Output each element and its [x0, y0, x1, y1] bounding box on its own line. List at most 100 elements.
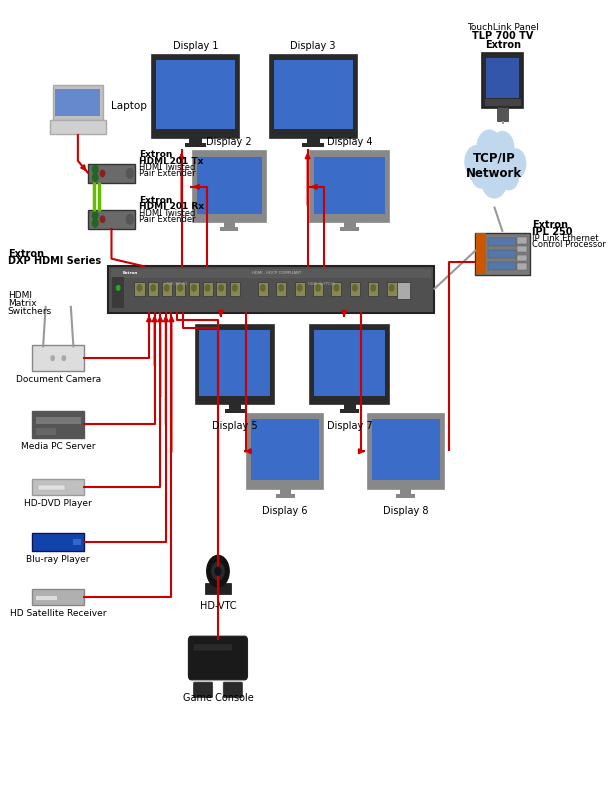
FancyBboxPatch shape [188, 636, 247, 680]
Text: Extron: Extron [532, 220, 568, 230]
Circle shape [92, 173, 98, 181]
FancyBboxPatch shape [340, 227, 359, 231]
Circle shape [233, 284, 237, 291]
FancyBboxPatch shape [196, 325, 274, 404]
Circle shape [334, 284, 338, 291]
FancyBboxPatch shape [310, 151, 389, 223]
FancyBboxPatch shape [36, 417, 81, 425]
FancyBboxPatch shape [294, 282, 305, 295]
FancyBboxPatch shape [185, 143, 206, 147]
FancyBboxPatch shape [50, 120, 106, 134]
FancyBboxPatch shape [387, 282, 397, 295]
FancyBboxPatch shape [280, 489, 291, 494]
Text: Display 3: Display 3 [291, 40, 336, 51]
Circle shape [178, 284, 182, 291]
FancyBboxPatch shape [252, 419, 319, 481]
FancyBboxPatch shape [476, 233, 530, 276]
Circle shape [207, 555, 229, 587]
Text: HDMI OUTPUTS: HDMI OUTPUTS [308, 282, 335, 286]
Circle shape [505, 149, 526, 178]
Text: HDMI 201 Tx: HDMI 201 Tx [139, 157, 203, 166]
FancyBboxPatch shape [247, 413, 323, 489]
FancyBboxPatch shape [189, 282, 199, 295]
FancyBboxPatch shape [88, 210, 135, 229]
FancyBboxPatch shape [196, 157, 262, 214]
FancyBboxPatch shape [32, 479, 84, 495]
Text: Matrix: Matrix [8, 299, 37, 308]
Circle shape [297, 284, 302, 291]
FancyBboxPatch shape [135, 282, 144, 295]
FancyBboxPatch shape [32, 589, 84, 605]
FancyBboxPatch shape [497, 107, 508, 121]
Circle shape [471, 161, 491, 188]
Circle shape [92, 166, 98, 173]
FancyBboxPatch shape [331, 282, 341, 295]
FancyBboxPatch shape [310, 325, 389, 404]
FancyBboxPatch shape [397, 282, 409, 299]
Circle shape [212, 562, 224, 580]
FancyBboxPatch shape [368, 282, 378, 295]
Circle shape [491, 131, 513, 164]
Circle shape [215, 567, 221, 575]
Circle shape [127, 215, 133, 224]
FancyBboxPatch shape [200, 330, 270, 396]
Text: Display 4: Display 4 [327, 137, 372, 147]
FancyBboxPatch shape [216, 282, 226, 295]
Circle shape [499, 162, 518, 190]
Text: Blu-ray Player: Blu-ray Player [26, 554, 90, 564]
Circle shape [261, 284, 265, 291]
FancyBboxPatch shape [400, 489, 411, 494]
FancyBboxPatch shape [488, 238, 517, 246]
FancyBboxPatch shape [111, 269, 431, 278]
Text: Extron: Extron [139, 196, 173, 205]
FancyBboxPatch shape [313, 282, 323, 295]
Circle shape [100, 216, 105, 223]
FancyBboxPatch shape [486, 59, 520, 97]
Circle shape [371, 284, 376, 291]
Text: Display 1: Display 1 [173, 40, 218, 51]
FancyBboxPatch shape [488, 262, 517, 270]
FancyBboxPatch shape [148, 282, 158, 295]
Circle shape [92, 219, 98, 227]
Text: Extron: Extron [8, 249, 44, 259]
Circle shape [100, 170, 105, 177]
Circle shape [137, 284, 142, 291]
Circle shape [477, 130, 502, 165]
Text: Display 7: Display 7 [327, 421, 373, 432]
FancyBboxPatch shape [36, 596, 56, 600]
FancyBboxPatch shape [485, 99, 521, 105]
FancyBboxPatch shape [73, 539, 81, 545]
FancyBboxPatch shape [517, 255, 527, 261]
FancyBboxPatch shape [517, 238, 527, 244]
FancyBboxPatch shape [470, 164, 518, 180]
Circle shape [353, 284, 357, 291]
Text: Game Console: Game Console [182, 693, 253, 703]
Text: HDMI: HDMI [8, 291, 32, 300]
Text: HDMI Twisted: HDMI Twisted [139, 163, 195, 172]
FancyBboxPatch shape [258, 282, 268, 295]
Circle shape [151, 284, 155, 291]
Circle shape [62, 356, 65, 360]
Circle shape [205, 284, 210, 291]
Text: TLP 700 TV: TLP 700 TV [472, 31, 533, 41]
Text: HDMI INPUTS: HDMI INPUTS [165, 282, 187, 286]
FancyBboxPatch shape [203, 282, 212, 295]
FancyBboxPatch shape [205, 583, 231, 594]
Circle shape [92, 211, 98, 219]
FancyBboxPatch shape [32, 411, 84, 438]
Text: Extron: Extron [122, 271, 138, 275]
FancyBboxPatch shape [108, 266, 435, 313]
FancyBboxPatch shape [315, 330, 385, 396]
FancyBboxPatch shape [517, 264, 527, 270]
Text: Document Camera: Document Camera [16, 375, 101, 383]
FancyBboxPatch shape [270, 55, 357, 138]
FancyBboxPatch shape [189, 138, 202, 143]
FancyBboxPatch shape [220, 227, 238, 231]
Text: HDMI - HDCP COMPLIANT: HDMI - HDCP COMPLIANT [252, 271, 302, 275]
FancyBboxPatch shape [344, 223, 356, 227]
Text: HDMI Twisted: HDMI Twisted [139, 208, 195, 218]
FancyBboxPatch shape [276, 282, 286, 295]
FancyBboxPatch shape [215, 573, 222, 585]
FancyBboxPatch shape [162, 282, 172, 295]
FancyBboxPatch shape [112, 277, 124, 308]
